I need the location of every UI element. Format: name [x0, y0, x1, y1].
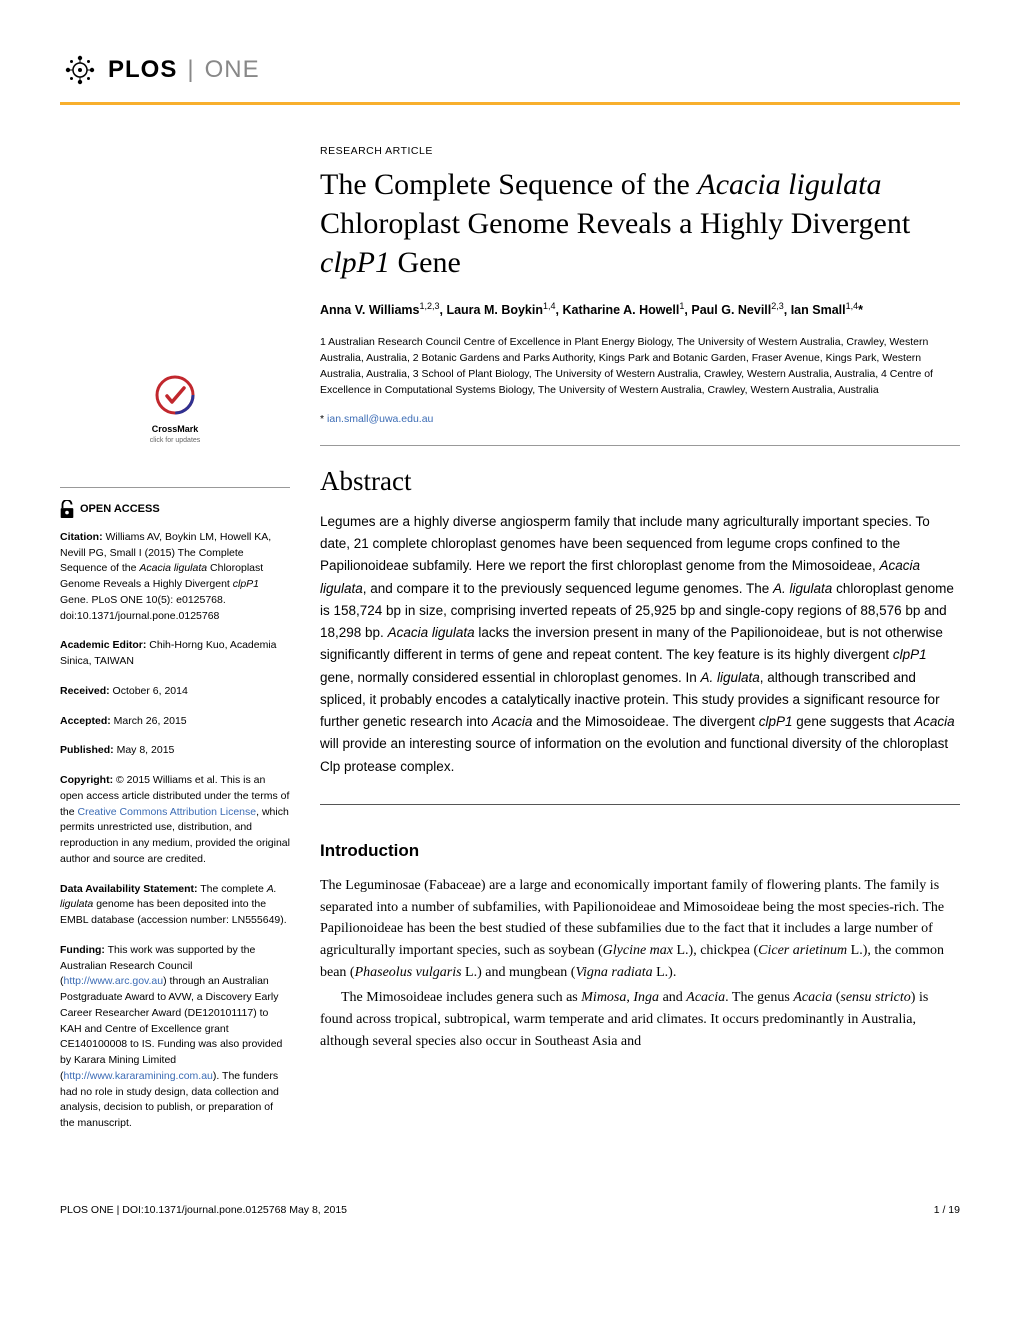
- title-part-2: Chloroplast Genome Reveals a Highly Dive…: [320, 207, 910, 240]
- cc-license-link[interactable]: Creative Commons Attribution License: [78, 806, 257, 818]
- title-part-3: Gene: [390, 246, 461, 279]
- page-footer: PLOS ONE | DOI:10.1371/journal.pone.0125…: [60, 1196, 960, 1216]
- plos-logo-icon: [60, 50, 100, 90]
- footer-page-num: 1 / 19: [934, 1204, 960, 1216]
- page-container: PLOS | ONE CrossMark click for updates: [0, 0, 1020, 1246]
- journal-header: PLOS | ONE: [60, 50, 960, 105]
- article-title: The Complete Sequence of the Acacia ligu…: [320, 165, 960, 282]
- lock-open-icon: [60, 500, 74, 518]
- footer-doi: PLOS ONE | DOI:10.1371/journal.pone.0125…: [60, 1204, 347, 1216]
- section-divider: [320, 445, 960, 446]
- sidebar: CrossMark click for updates OPEN ACCESS …: [60, 145, 290, 1146]
- abstract-text: Legumes are a highly diverse angiosperm …: [320, 511, 960, 778]
- crossmark-label: CrossMark: [60, 423, 290, 437]
- data-availability-block: Data Availability Statement: The complet…: [60, 882, 290, 929]
- main-two-column: CrossMark click for updates OPEN ACCESS …: [60, 145, 960, 1146]
- crossmark-sublabel: click for updates: [60, 436, 290, 447]
- affiliations: 1 Australian Research Council Centre of …: [320, 334, 960, 399]
- crossmark-icon: [155, 375, 195, 415]
- copyright-label: Copyright:: [60, 774, 113, 786]
- citation-block: Citation: Williams AV, Boykin LM, Howell…: [60, 530, 290, 625]
- title-em-1: Acacia ligulata: [697, 168, 881, 201]
- funding-mid: ) through an Australian Postgraduate Awa…: [60, 975, 282, 1082]
- article-body: RESEARCH ARTICLE The Complete Sequence o…: [320, 145, 960, 1146]
- arc-link[interactable]: http://www.arc.gov.au: [64, 975, 164, 987]
- funding-label: Funding:: [60, 944, 105, 956]
- crossmark-widget[interactable]: CrossMark click for updates: [60, 375, 290, 447]
- open-access-text: OPEN ACCESS: [80, 501, 160, 518]
- accepted-text: March 26, 2015: [111, 715, 187, 727]
- received-label: Received:: [60, 685, 110, 697]
- corresponding-email-link[interactable]: ian.small@uwa.edu.au: [327, 413, 433, 425]
- published-label: Published:: [60, 744, 114, 756]
- published-block: Published: May 8, 2015: [60, 743, 290, 759]
- introduction-heading: Introduction: [320, 841, 960, 861]
- corr-star: *: [320, 413, 324, 425]
- editor-block: Academic Editor: Chih-Horng Kuo, Academi…: [60, 638, 290, 670]
- section-divider-2: [320, 804, 960, 805]
- title-part-1: The Complete Sequence of the: [320, 168, 697, 201]
- open-access-badge: OPEN ACCESS: [60, 500, 290, 518]
- citation-label: Citation:: [60, 531, 103, 543]
- accepted-label: Accepted:: [60, 715, 111, 727]
- citation-text: Williams AV, Boykin LM, Howell KA, Nevil…: [60, 531, 271, 622]
- received-text: October 6, 2014: [110, 685, 188, 697]
- intro-paragraph-2: The Mimosoideae includes genera such as …: [320, 987, 960, 1052]
- data-label: Data Availability Statement:: [60, 883, 198, 895]
- abstract-heading: Abstract: [320, 466, 960, 497]
- logo-separator: |: [187, 56, 194, 84]
- karara-link[interactable]: http://www.kararamining.com.au: [64, 1070, 213, 1082]
- intro-paragraph-1: The Leguminosae (Fabaceae) are a large a…: [320, 875, 960, 983]
- correspondence: * ian.small@uwa.edu.au: [320, 413, 960, 425]
- sidebar-divider: [60, 487, 290, 488]
- title-em-2: clpP1: [320, 246, 390, 279]
- editor-label: Academic Editor:: [60, 639, 146, 651]
- logo-text-plos: PLOS: [108, 56, 177, 84]
- received-block: Received: October 6, 2014: [60, 684, 290, 700]
- logo-text-one: ONE: [205, 56, 260, 84]
- funding-block: Funding: This work was supported by the …: [60, 943, 290, 1132]
- published-text: May 8, 2015: [114, 744, 175, 756]
- copyright-block: Copyright: © 2015 Williams et al. This i…: [60, 773, 290, 868]
- accepted-block: Accepted: March 26, 2015: [60, 714, 290, 730]
- authors-list: Anna V. Williams1,2,3, Laura M. Boykin1,…: [320, 300, 960, 320]
- article-type: RESEARCH ARTICLE: [320, 145, 960, 157]
